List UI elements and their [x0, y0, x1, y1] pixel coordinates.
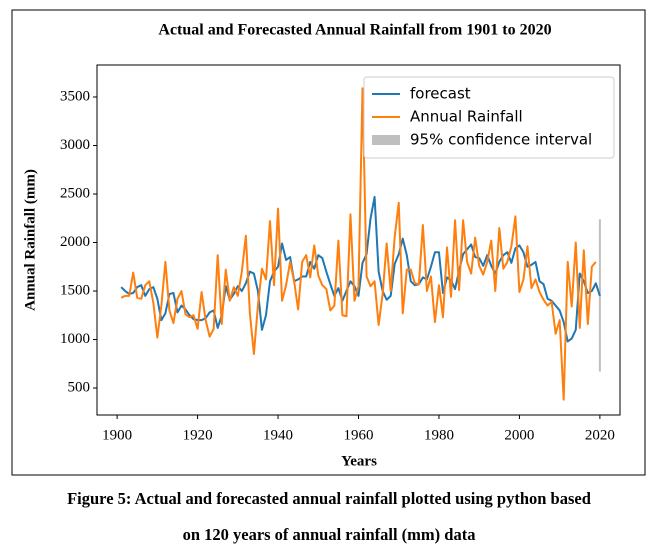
series-line — [120, 87, 597, 401]
axes-frame — [96, 64, 621, 416]
y-tick-label: 1000 — [60, 331, 90, 347]
caption-line: Figure 5: Actual and forecasted annual r… — [67, 489, 591, 508]
x-tick-label: 1920 — [183, 427, 213, 443]
series-line — [120, 195, 601, 343]
y-tick-label: 1500 — [60, 282, 90, 298]
y-tick-label: 500 — [68, 379, 91, 395]
y-tick-label: 3000 — [60, 137, 90, 153]
legend-label: forecast — [410, 85, 471, 103]
legend-box — [363, 76, 615, 159]
y-axis-label: Annual Rainfall (mm) — [22, 169, 38, 311]
figure-border — [11, 9, 646, 476]
x-tick-label: 1900 — [102, 427, 132, 443]
x-axis-label: Years — [341, 453, 377, 469]
x-tick-label: 2000 — [504, 427, 534, 443]
x-tick-label: 1940 — [263, 427, 293, 443]
legend-swatch — [372, 135, 400, 145]
x-tick-label: 2020 — [585, 427, 615, 443]
x-tick-label: 1980 — [424, 427, 454, 443]
y-tick-label: 2000 — [60, 234, 90, 250]
x-tick-label: 1960 — [344, 427, 374, 443]
y-tick-label: 2500 — [60, 185, 90, 201]
legend-label: 95% confidence interval — [410, 131, 592, 149]
legend-label: Annual Rainfall — [410, 108, 523, 126]
chart-title: Actual and Forecasted Annual Rainfall fr… — [158, 22, 551, 39]
caption-line: on 120 years of annual rainfall (mm) dat… — [183, 525, 476, 544]
y-tick-label: 3500 — [60, 88, 90, 104]
